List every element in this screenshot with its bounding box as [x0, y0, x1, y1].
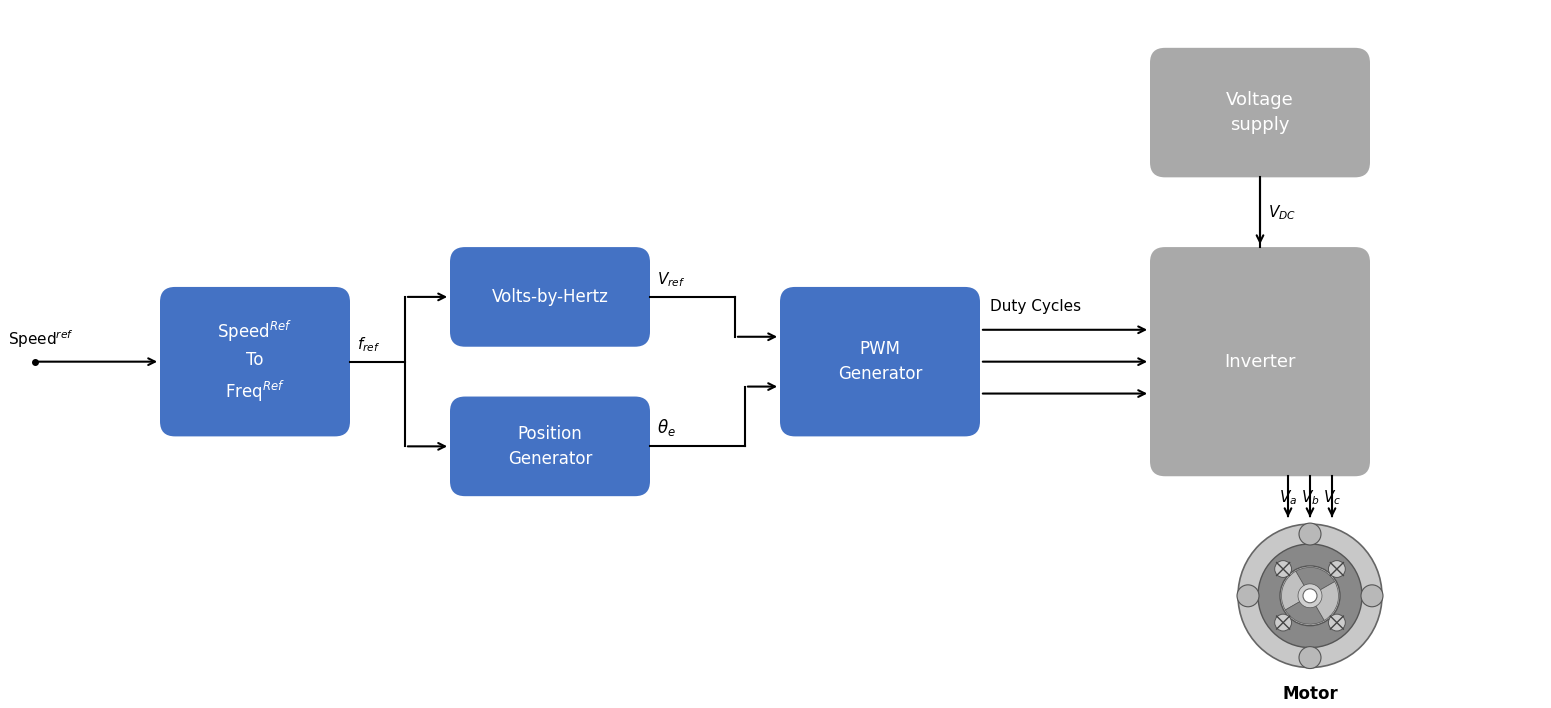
FancyBboxPatch shape: [780, 287, 980, 436]
FancyBboxPatch shape: [1149, 48, 1370, 177]
Text: Volts-by-Hertz: Volts-by-Hertz: [492, 288, 608, 306]
Text: Motor: Motor: [1283, 685, 1339, 704]
Text: Duty Cycles: Duty Cycles: [990, 299, 1081, 314]
Circle shape: [1238, 585, 1259, 607]
Circle shape: [1275, 561, 1292, 578]
Circle shape: [1300, 646, 1321, 668]
Text: $\theta_e$: $\theta_e$: [658, 418, 676, 438]
Circle shape: [1360, 585, 1383, 607]
Circle shape: [1328, 614, 1345, 631]
Text: Position
Generator: Position Generator: [507, 425, 592, 468]
Circle shape: [1238, 524, 1382, 668]
Wedge shape: [1286, 602, 1325, 624]
FancyBboxPatch shape: [450, 396, 650, 496]
Text: $V_{ref}$: $V_{ref}$: [658, 270, 686, 289]
FancyBboxPatch shape: [1149, 247, 1370, 476]
Circle shape: [1275, 614, 1292, 631]
Text: Inverter: Inverter: [1224, 353, 1295, 371]
Text: PWM
Generator: PWM Generator: [838, 340, 923, 383]
Text: $f_{ref}$: $f_{ref}$: [357, 335, 380, 354]
Text: $V_a$: $V_a$: [1280, 489, 1297, 507]
Text: $V_b$: $V_b$: [1301, 489, 1320, 507]
Wedge shape: [1295, 567, 1335, 590]
Circle shape: [1300, 523, 1321, 545]
FancyBboxPatch shape: [450, 247, 650, 347]
Wedge shape: [1281, 571, 1304, 610]
Text: $V_c$: $V_c$: [1323, 489, 1342, 507]
Text: Speed$^{ref}$: Speed$^{ref}$: [8, 328, 74, 350]
Circle shape: [1303, 589, 1317, 603]
Wedge shape: [1315, 581, 1339, 620]
Circle shape: [1258, 544, 1362, 648]
Circle shape: [1328, 561, 1345, 578]
Text: $V_{DC}$: $V_{DC}$: [1269, 203, 1297, 222]
Text: Speed$^{Ref}$
To
Freq$^{Ref}$: Speed$^{Ref}$ To Freq$^{Ref}$: [217, 319, 293, 404]
Text: Voltage
supply: Voltage supply: [1227, 91, 1294, 134]
Circle shape: [1280, 566, 1340, 626]
FancyBboxPatch shape: [160, 287, 351, 436]
